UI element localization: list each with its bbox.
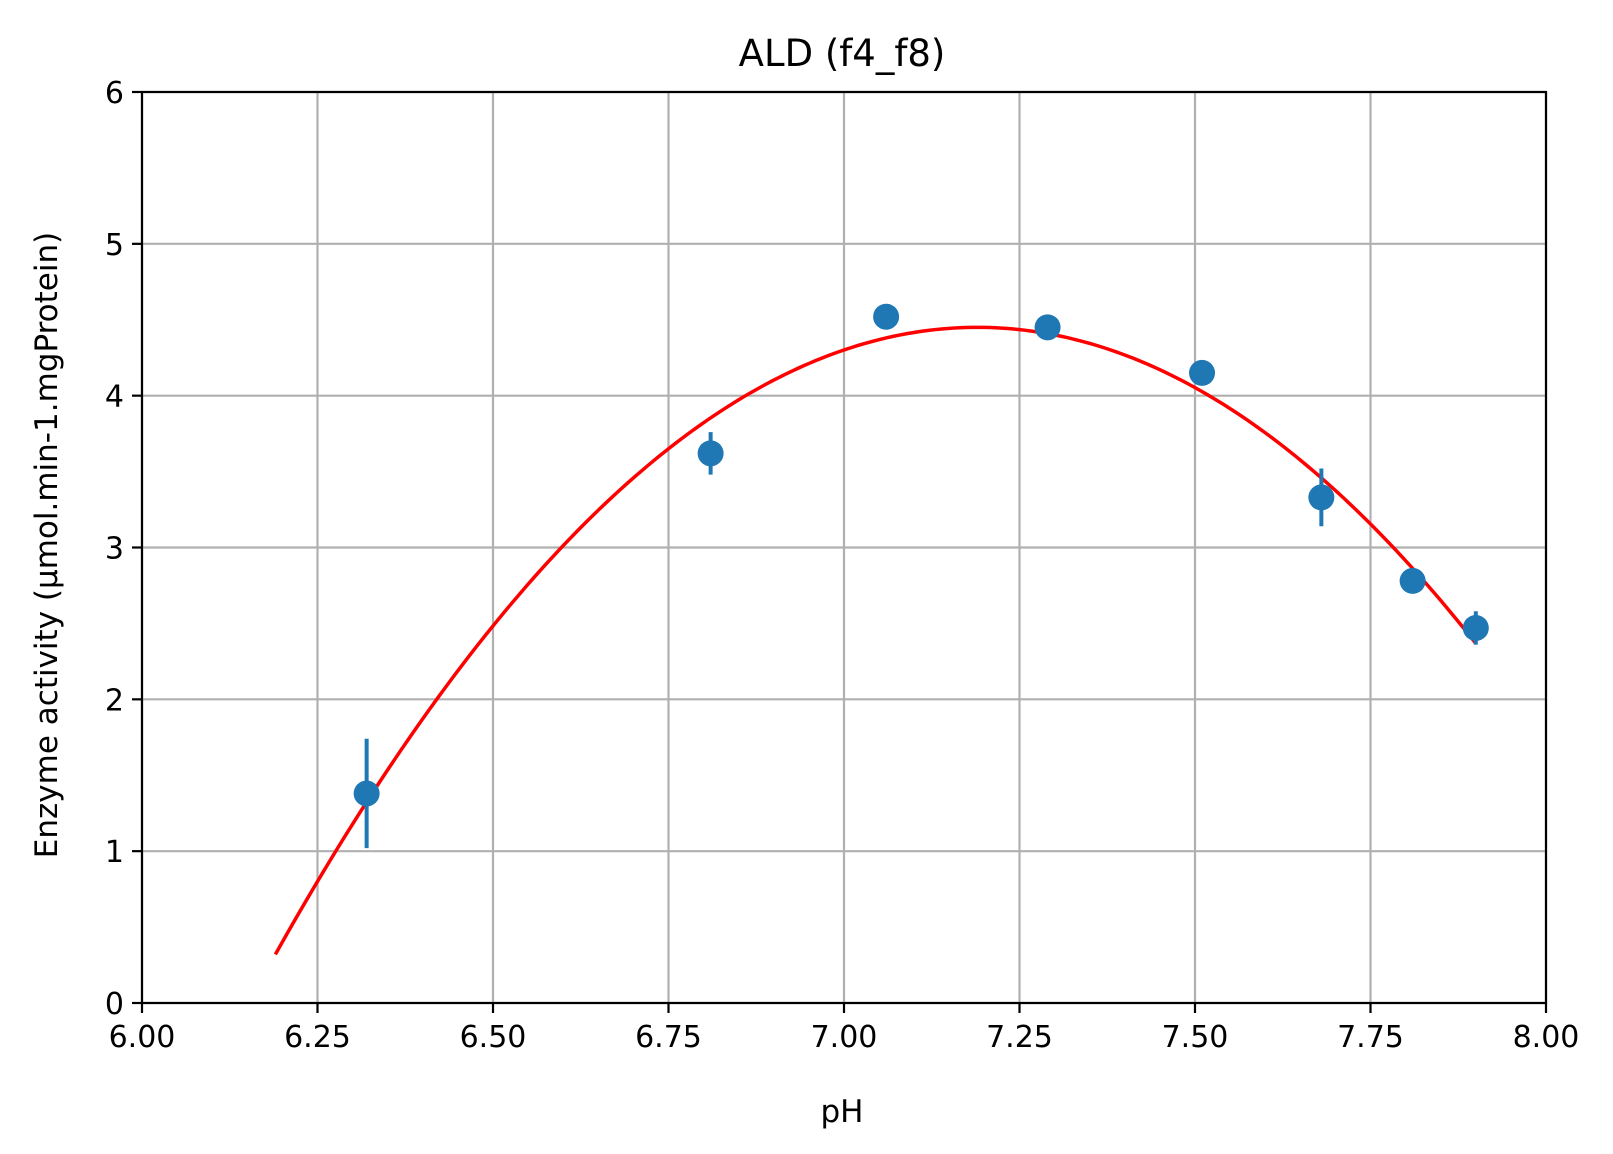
x-tick-label: 8.00 [1513,1020,1580,1055]
x-tick-label: 6.75 [635,1020,702,1055]
y-tick-label: 0 [105,987,124,1022]
x-tick-label: 7.50 [1162,1020,1229,1055]
y-tick-label: 6 [105,76,124,111]
data-point [353,780,380,807]
x-tick-label: 6.00 [109,1020,176,1055]
x-tick-label: 7.25 [986,1020,1053,1055]
y-tick-label: 5 [105,228,124,263]
x-ticks: 6.00 6.25 6.50 6.75 7.00 7.25 7.50 7.75 8.00 [109,1003,1580,1055]
x-tick-label: 7.00 [811,1020,878,1055]
x-tick-label: 6.50 [460,1020,527,1055]
y-tick-label: 3 [105,532,124,567]
fit-curve [273,325,1478,956]
data-point [1308,484,1335,511]
data-point [1189,359,1216,386]
y-ticks: 0 1 2 3 4 5 6 [105,76,142,1022]
y-axis-label: Enzyme activity (µmol.min-1.mgProtein) [29,232,65,858]
x-tick-label: 7.75 [1337,1020,1404,1055]
y-tick-label: 4 [105,380,124,415]
data-points [353,303,1489,807]
data-point [697,440,724,467]
x-tick-label: 6.25 [284,1020,351,1055]
x-axis-label: pH [821,1094,864,1130]
y-tick-label: 1 [105,835,124,870]
data-point [1399,567,1426,594]
data-point [1034,314,1061,341]
data-point [873,303,900,330]
y-tick-label: 2 [105,683,124,718]
data-point [1462,614,1489,641]
chart-title: ALD (f4_f8) [739,32,946,75]
